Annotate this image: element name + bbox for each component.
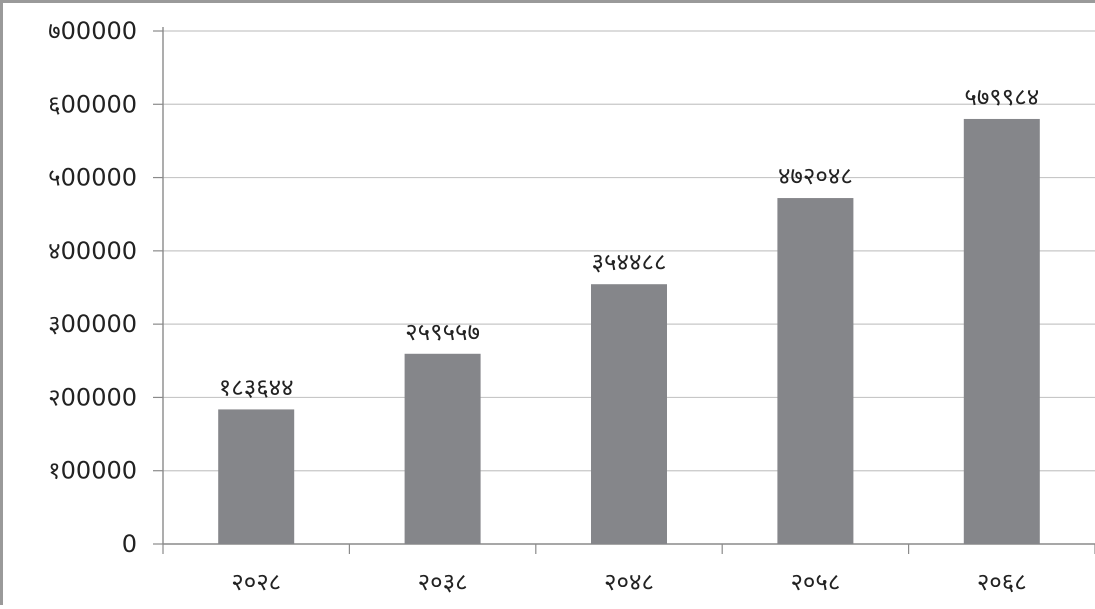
bar (218, 409, 294, 544)
y-tick-label: ५00000 (48, 164, 137, 192)
bar (964, 119, 1040, 544)
bar-value-label: ५७९९८४ (964, 83, 1039, 111)
bar (777, 198, 853, 544)
y-tick-label: 0 (122, 530, 137, 558)
x-tick-label: २०५८ (790, 568, 840, 596)
x-tick-label: २०३८ (418, 568, 468, 596)
bar-value-label: २५९५५७ (405, 318, 480, 346)
y-tick-label: ४00000 (48, 237, 137, 265)
y-tick-label: ३00000 (48, 310, 137, 338)
bar (591, 284, 667, 544)
y-tick-label: २00000 (48, 383, 137, 411)
y-tick-label: ७00000 (48, 17, 137, 45)
x-tick-label: २०४८ (604, 568, 654, 596)
x-tick-label: २०२८ (231, 568, 281, 596)
y-tick-label: १00000 (48, 457, 137, 485)
bar-value-label: ३५४४८८ (592, 248, 667, 276)
x-tick-label: २०६८ (977, 568, 1027, 596)
y-tick-label: ६00000 (48, 90, 137, 118)
bar-value-label: १८३६४४ (219, 373, 294, 401)
bar-value-label: ४७२०४८ (778, 162, 853, 190)
bar-chart: 0 १00000 २00000 ३00000 ४00000 ५00000 ६00000 ७00… (3, 3, 1095, 605)
bars (218, 119, 1040, 544)
bar (405, 354, 481, 544)
